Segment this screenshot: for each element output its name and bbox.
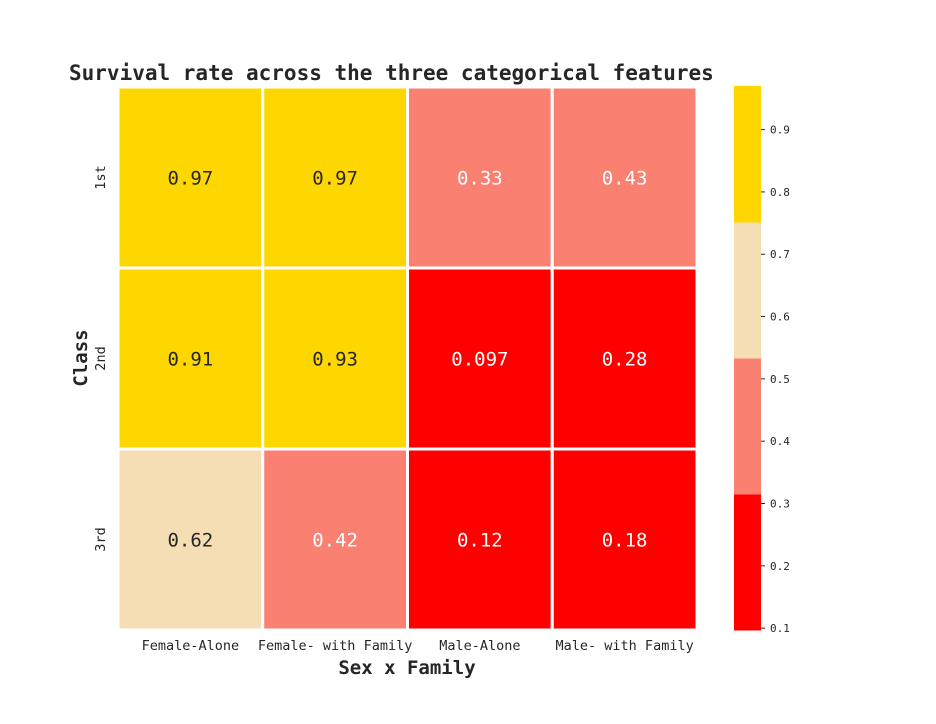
colorbar-tick-label: 0.7	[770, 248, 790, 261]
heatmap-cell	[116, 447, 265, 632]
colorbar-tick-label: 0.2	[770, 560, 790, 573]
cell-value-label: 0.097	[451, 349, 508, 371]
cell-value-label: 0.43	[602, 168, 648, 190]
y-axis-label: Class	[70, 329, 92, 386]
heatmap-annotations: 0.97 0.97 0.33 0.43 0.91 0.93 0.097 0.28 0.62 0.4…	[167, 168, 647, 552]
y-tick-label: 3rd	[93, 527, 109, 551]
cell-value-label: 0.62	[167, 530, 213, 552]
x-tick-label: Male- with Family	[556, 638, 694, 654]
heatmap-cell	[406, 85, 554, 270]
colorbar-tick-label: 0.5	[770, 373, 790, 386]
colorbar-segment	[734, 358, 761, 495]
y-tick-label: 2nd	[93, 346, 109, 370]
cell-value-label: 0.93	[312, 349, 358, 371]
colorbar-segment	[734, 86, 761, 223]
colorbar-tick-label: 0.9	[770, 124, 790, 137]
cell-value-label: 0.91	[167, 349, 213, 371]
heatmap-cell	[261, 85, 409, 270]
colorbar-tick-label: 0.8	[770, 186, 790, 199]
colorbar-tick-label: 0.1	[770, 622, 790, 635]
colorbar: 0.1 0.2 0.3 0.4 0.5 0.6 0.7 0.8 0.9	[734, 86, 790, 635]
y-tick-labels: 1st 2nd 3rd	[93, 165, 109, 551]
cell-value-label: 0.18	[602, 530, 648, 552]
heatmap-cell	[550, 85, 699, 270]
x-tick-label: Female- with Family	[258, 638, 412, 654]
x-tick-label: Male-Alone	[439, 638, 520, 654]
heatmap-cell	[116, 85, 265, 270]
cell-value-label: 0.33	[457, 168, 503, 190]
x-tick-labels: Female-Alone Female- with Family Male-Alon…	[142, 638, 694, 654]
heatmap-cells	[116, 85, 699, 632]
colorbar-tick-label: 0.4	[770, 435, 790, 448]
colorbar-segment	[734, 222, 761, 359]
heatmap-cell	[550, 447, 699, 632]
colorbar-tick-label: 0.6	[770, 311, 790, 324]
colorbar-segment	[734, 494, 761, 631]
cell-value-label: 0.97	[167, 168, 213, 190]
colorbar-tick-label: 0.3	[770, 498, 790, 511]
cell-value-label: 0.97	[312, 168, 358, 190]
x-tick-label: Female-Alone	[142, 638, 240, 654]
y-tick-label: 1st	[93, 165, 109, 189]
heatmap-cell	[261, 447, 409, 632]
cell-value-label: 0.12	[457, 530, 503, 552]
chart-title: Survival rate across the three categoric…	[69, 61, 714, 85]
heatmap-cell	[261, 266, 409, 451]
heatmap-cell	[550, 266, 699, 451]
cell-value-label: 0.28	[602, 349, 648, 371]
cell-value-label: 0.42	[312, 530, 358, 552]
x-axis-label: Sex x Family	[338, 657, 475, 679]
